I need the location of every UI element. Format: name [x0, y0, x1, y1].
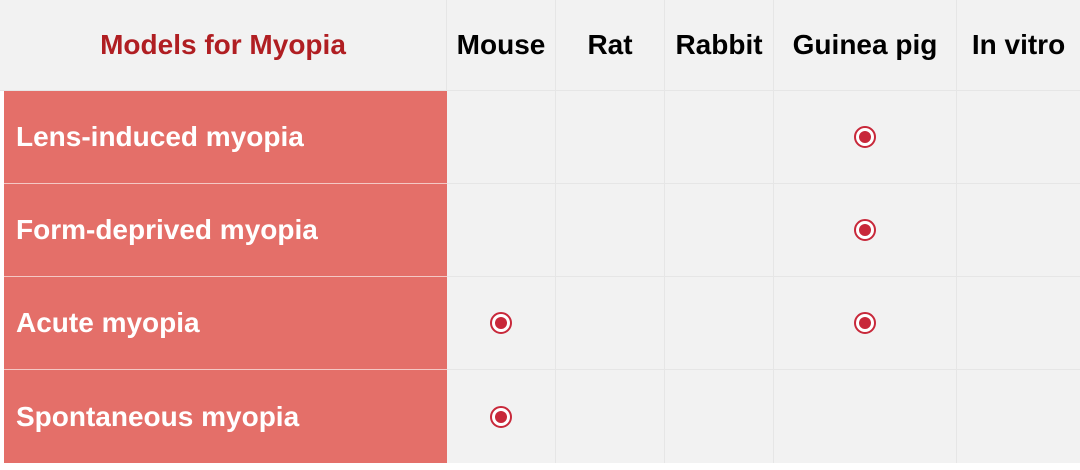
- table-cell: [957, 277, 1080, 370]
- radio-dot-icon: [490, 312, 512, 334]
- radio-dot-icon: [854, 219, 876, 241]
- table-cell: [774, 184, 957, 277]
- table-cell: [957, 370, 1080, 463]
- table-cell: [556, 91, 665, 184]
- row-header-form-deprived: Form-deprived myopia: [4, 184, 447, 277]
- table-cell: [774, 277, 957, 370]
- table-cell: [665, 184, 774, 277]
- table-cell: [447, 91, 556, 184]
- radio-dot-icon: [854, 312, 876, 334]
- column-header-rat: Rat: [556, 0, 665, 91]
- table-cell: [665, 91, 774, 184]
- table-cell: [447, 184, 556, 277]
- column-header-guinea-pig: Guinea pig: [774, 0, 957, 91]
- table-cell: [774, 91, 957, 184]
- column-header-in-vitro: In vitro: [957, 0, 1080, 91]
- table-cell: [556, 277, 665, 370]
- table-corner-title: Models for Myopia: [0, 0, 447, 91]
- table-cell: [665, 370, 774, 463]
- column-header-rabbit: Rabbit: [665, 0, 774, 91]
- row-header-lens-induced: Lens-induced myopia: [4, 91, 447, 184]
- table-cell: [774, 370, 957, 463]
- table-cell: [556, 370, 665, 463]
- table-cell: [957, 184, 1080, 277]
- table-cell: [447, 370, 556, 463]
- radio-dot-icon: [854, 126, 876, 148]
- row-header-acute: Acute myopia: [4, 277, 447, 370]
- column-header-mouse: Mouse: [447, 0, 556, 91]
- radio-dot-icon: [490, 405, 512, 428]
- row-header-spontaneous: Spontaneous myopia: [4, 370, 447, 463]
- table-cell: [556, 184, 665, 277]
- table-cell: [957, 91, 1080, 184]
- table-cell: [447, 277, 556, 370]
- table-cell: [665, 277, 774, 370]
